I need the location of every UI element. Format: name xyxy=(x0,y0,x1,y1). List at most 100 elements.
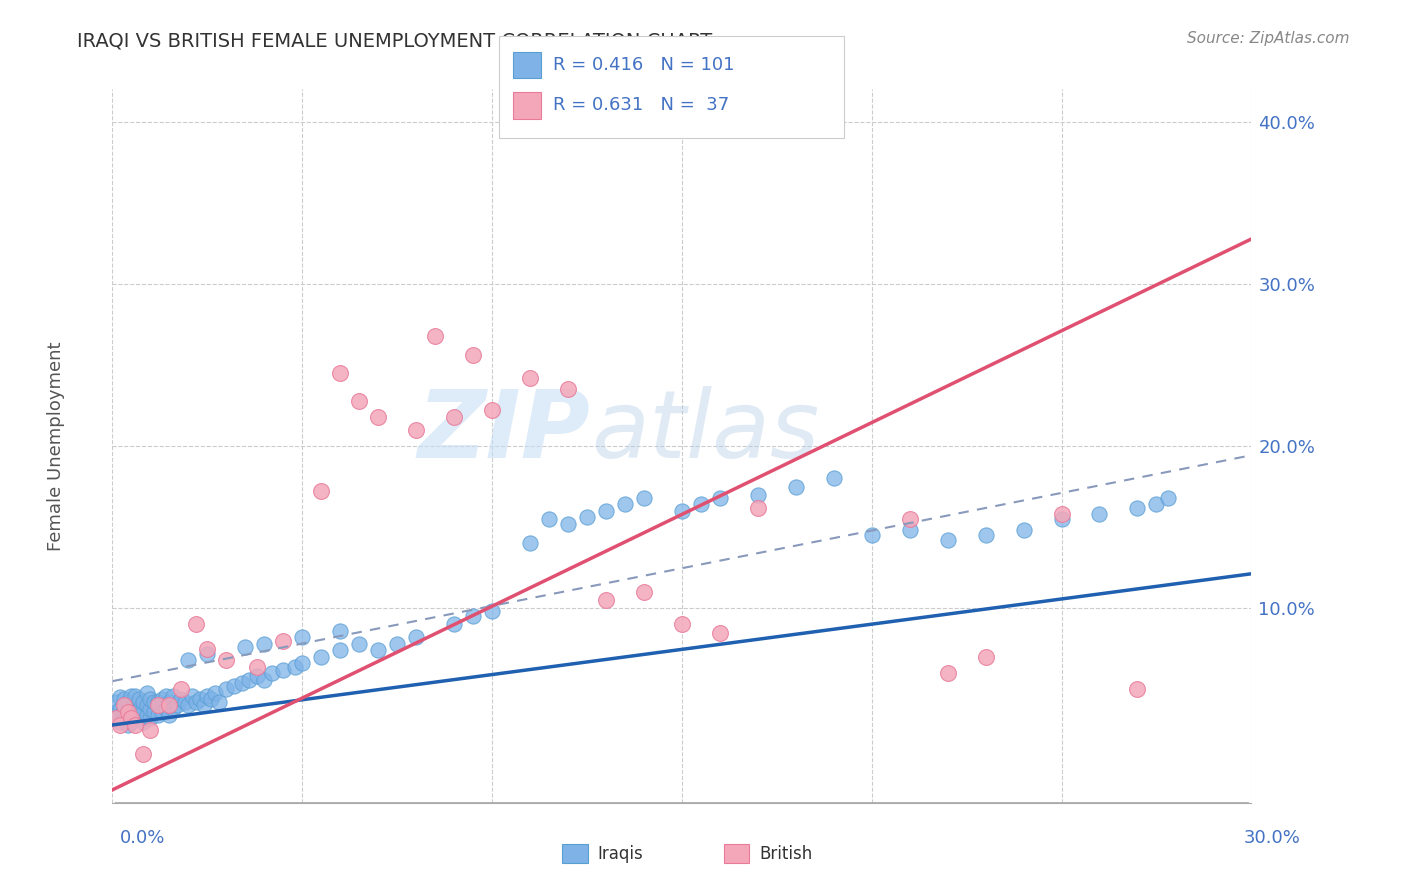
Point xyxy=(349,637,371,651)
Point xyxy=(238,673,260,687)
Point xyxy=(309,484,333,499)
Text: atlas: atlas xyxy=(591,386,820,477)
Point xyxy=(170,692,193,706)
Point xyxy=(188,692,211,706)
Point xyxy=(405,423,427,437)
Point xyxy=(349,393,371,408)
Point xyxy=(576,510,599,524)
Point xyxy=(155,702,177,716)
Point xyxy=(159,695,180,709)
Text: 0.0%: 0.0% xyxy=(120,830,165,847)
Point xyxy=(195,647,219,661)
Point xyxy=(595,593,617,607)
Point xyxy=(162,689,184,703)
Point xyxy=(146,695,169,709)
Point xyxy=(166,698,188,713)
Point xyxy=(461,348,484,362)
Point xyxy=(481,403,503,417)
Point xyxy=(519,536,541,550)
Point xyxy=(121,714,143,729)
Point xyxy=(105,711,128,725)
Point xyxy=(117,705,139,719)
Point xyxy=(443,409,465,424)
Point xyxy=(150,705,173,719)
Point xyxy=(974,649,997,664)
Point xyxy=(143,695,166,709)
Point xyxy=(215,653,238,667)
Point xyxy=(425,328,447,343)
Point xyxy=(291,657,314,671)
Point xyxy=(1126,500,1149,515)
Point xyxy=(689,497,711,511)
Point xyxy=(222,679,245,693)
Point xyxy=(309,649,333,664)
Point xyxy=(557,516,579,531)
Point xyxy=(1012,524,1035,538)
Point xyxy=(367,409,389,424)
Point xyxy=(1050,507,1073,521)
Point xyxy=(195,689,219,703)
Text: Source: ZipAtlas.com: Source: ZipAtlas.com xyxy=(1187,31,1350,46)
Point xyxy=(936,666,959,681)
Text: British: British xyxy=(759,845,813,863)
Point xyxy=(108,718,131,732)
Point xyxy=(208,695,231,709)
Point xyxy=(709,491,731,505)
Point xyxy=(246,669,269,683)
Text: Iraqis: Iraqis xyxy=(598,845,644,863)
Point xyxy=(461,609,484,624)
Point xyxy=(108,702,131,716)
Point xyxy=(181,689,204,703)
Point xyxy=(135,698,157,713)
Point xyxy=(132,695,155,709)
Point xyxy=(143,705,166,719)
Point xyxy=(595,504,617,518)
Point xyxy=(112,711,135,725)
Point xyxy=(112,698,135,713)
Point xyxy=(367,643,389,657)
Point xyxy=(253,673,276,687)
Point xyxy=(823,471,845,485)
Point xyxy=(284,659,307,673)
Point xyxy=(200,692,222,706)
Point xyxy=(633,585,655,599)
Text: R = 0.416   N = 101: R = 0.416 N = 101 xyxy=(553,56,734,74)
Point xyxy=(112,702,135,716)
Point xyxy=(146,708,169,723)
Point xyxy=(537,512,560,526)
Point xyxy=(105,705,128,719)
Point xyxy=(117,718,139,732)
Point xyxy=(235,640,257,654)
Point xyxy=(150,692,173,706)
Point xyxy=(124,708,146,723)
Point xyxy=(105,695,128,709)
Point xyxy=(108,690,131,705)
Point xyxy=(112,692,135,706)
Point xyxy=(184,617,207,632)
Point xyxy=(121,711,143,725)
Point xyxy=(633,491,655,505)
Point xyxy=(139,711,162,725)
Point xyxy=(177,653,200,667)
Point xyxy=(329,366,352,380)
Point xyxy=(747,488,769,502)
Point xyxy=(253,637,276,651)
Point xyxy=(128,711,150,725)
Point xyxy=(271,663,295,677)
Point xyxy=(215,682,238,697)
Point xyxy=(860,528,883,542)
Point xyxy=(1144,497,1167,511)
Point xyxy=(139,702,162,716)
Point xyxy=(557,382,579,396)
Point xyxy=(747,500,769,515)
Point xyxy=(385,637,409,651)
Point xyxy=(146,698,169,713)
Point xyxy=(1126,682,1149,697)
Point xyxy=(117,705,139,719)
Point xyxy=(155,689,177,703)
Text: R = 0.631   N =  37: R = 0.631 N = 37 xyxy=(553,96,728,114)
Point xyxy=(117,695,139,709)
Point xyxy=(405,631,427,645)
Point xyxy=(128,692,150,706)
Point xyxy=(271,633,295,648)
